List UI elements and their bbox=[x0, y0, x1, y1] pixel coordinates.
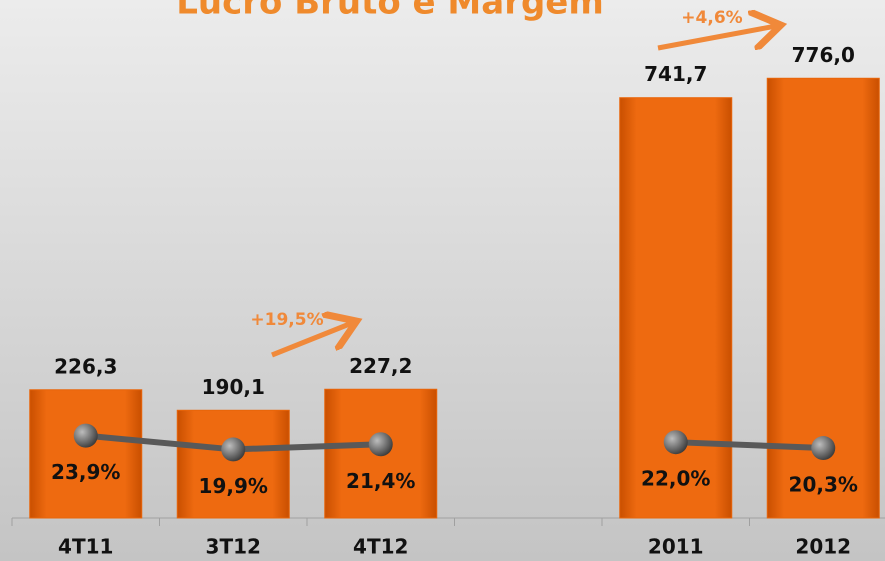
data-label: 20,3% bbox=[789, 473, 858, 497]
bar bbox=[29, 389, 143, 519]
data-label: 21,4% bbox=[346, 469, 415, 493]
annotation: +4,6% bbox=[681, 8, 742, 28]
annotation: +19,5% bbox=[250, 310, 323, 330]
margin-point bbox=[368, 432, 393, 457]
margin-point bbox=[811, 436, 836, 461]
arrow bbox=[657, 26, 776, 51]
chart-title: Lucro Bruto e Margem bbox=[176, 0, 604, 23]
data-label: 226,3 bbox=[54, 354, 117, 378]
margin-point bbox=[221, 437, 246, 462]
x-tick-label: 4T12 bbox=[353, 535, 408, 559]
data-label: 776,0 bbox=[792, 43, 855, 67]
data-label: 190,1 bbox=[202, 375, 265, 399]
margin-point bbox=[663, 430, 688, 455]
x-tick-label: 4T11 bbox=[58, 535, 113, 559]
data-label: 22,0% bbox=[641, 467, 710, 491]
x-tick-label: 3T12 bbox=[206, 535, 261, 559]
data-label: 741,7 bbox=[644, 62, 707, 86]
arrow bbox=[271, 323, 352, 358]
margin-point bbox=[73, 423, 98, 448]
x-tick-label: 2012 bbox=[795, 535, 851, 559]
bar bbox=[619, 97, 733, 519]
data-label: 23,9% bbox=[51, 460, 120, 484]
bar bbox=[176, 409, 290, 519]
margin-line bbox=[675, 439, 824, 452]
data-label: 227,2 bbox=[349, 354, 412, 378]
data-label: 19,9% bbox=[199, 474, 268, 498]
x-tick-label: 2011 bbox=[648, 535, 704, 559]
